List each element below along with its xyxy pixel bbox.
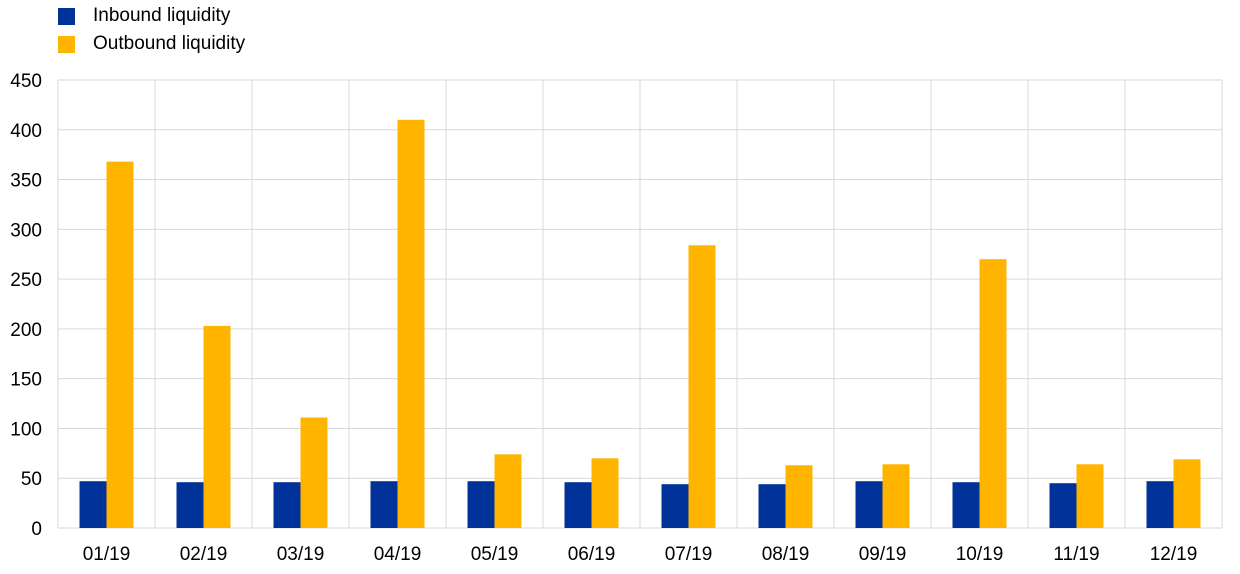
- x-tick-label: 06/19: [568, 544, 616, 565]
- y-tick-label: 150: [10, 370, 42, 391]
- x-tick-label: 04/19: [374, 544, 422, 565]
- bar-outbound: [300, 417, 328, 528]
- bar-inbound: [370, 481, 398, 528]
- bar-inbound: [855, 481, 883, 528]
- y-tick-label: 350: [10, 171, 42, 192]
- x-tick-label: 03/19: [277, 544, 325, 565]
- y-tick-label: 50: [21, 469, 42, 490]
- x-tick-label: 01/19: [83, 544, 131, 565]
- x-tick-label: 08/19: [762, 544, 810, 565]
- bar-inbound: [176, 482, 204, 528]
- bar-outbound: [203, 325, 231, 528]
- x-tick-label: 07/19: [665, 544, 713, 565]
- bar-outbound: [397, 119, 425, 529]
- bar-outbound: [1173, 459, 1201, 528]
- y-tick-label: 400: [10, 121, 42, 142]
- legend: Inbound liquidity Outbound liquidity: [58, 2, 245, 58]
- bar-inbound: [467, 481, 495, 528]
- bar-outbound: [979, 259, 1007, 528]
- legend-swatch-outbound: [58, 35, 75, 53]
- legend-item-inbound: Inbound liquidity: [58, 2, 245, 30]
- bar-inbound: [1146, 481, 1174, 528]
- bar-outbound: [494, 454, 522, 528]
- x-tick-label: 09/19: [859, 544, 907, 565]
- bar-outbound: [106, 161, 134, 528]
- bar-outbound: [882, 464, 910, 528]
- y-tick-label: 300: [10, 220, 42, 241]
- x-tick-label: 02/19: [180, 544, 228, 565]
- y-tick-label: 100: [10, 419, 42, 440]
- bar-outbound: [1076, 464, 1104, 528]
- legend-label-inbound: Inbound liquidity: [93, 5, 231, 26]
- y-tick-label: 450: [10, 71, 42, 92]
- x-tick-label: 11/19: [1053, 544, 1099, 565]
- x-tick-label: 10/19: [956, 544, 1004, 565]
- bar-inbound: [758, 484, 786, 528]
- bar-inbound: [79, 481, 107, 528]
- bar-inbound: [952, 482, 980, 528]
- x-tick-label: 12/19: [1150, 544, 1198, 565]
- y-tick-label: 250: [10, 270, 42, 291]
- bar-inbound: [564, 482, 592, 528]
- bar-inbound: [273, 482, 301, 528]
- y-tick-label: 200: [10, 320, 42, 341]
- x-tick-label: 05/19: [471, 544, 519, 565]
- legend-swatch-inbound: [58, 7, 75, 25]
- bar-outbound: [591, 458, 619, 528]
- bar-inbound: [1049, 483, 1077, 528]
- bar-outbound: [688, 245, 716, 529]
- legend-item-outbound: Outbound liquidity: [58, 30, 245, 58]
- bar-outbound: [785, 465, 813, 528]
- bar-inbound: [661, 484, 689, 528]
- legend-label-outbound: Outbound liquidity: [93, 33, 246, 54]
- y-tick-label: 0: [31, 519, 42, 540]
